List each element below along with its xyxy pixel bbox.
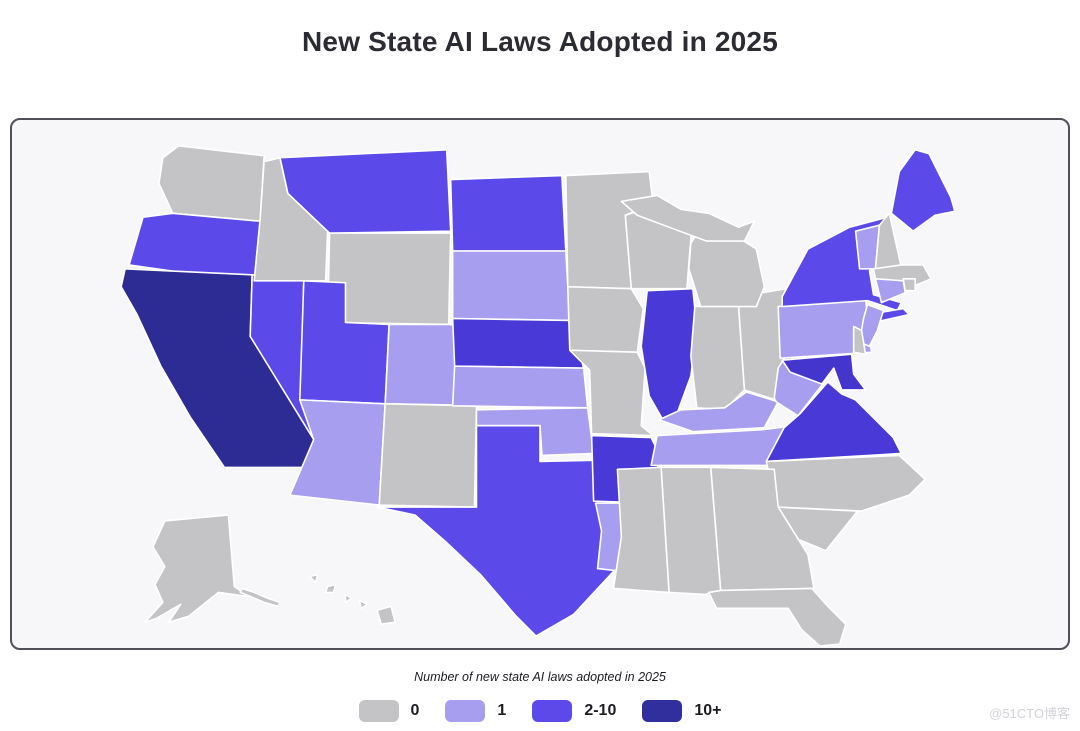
state-MD[interactable] (781, 353, 867, 391)
us-choropleth-map-panel (10, 118, 1070, 650)
state-HI-island-4[interactable] (358, 599, 369, 610)
legend-label-1: 1 (497, 702, 507, 719)
legend: 0 1 2-10 10+ (0, 700, 1080, 722)
legend-item-0: 0 (358, 700, 420, 722)
state-MS[interactable] (612, 466, 670, 594)
state-IL[interactable] (640, 287, 698, 425)
us-choropleth-map (120, 145, 956, 647)
legend-label-3: 10+ (694, 702, 722, 719)
legend-swatch-1 (445, 700, 486, 722)
state-FL[interactable] (707, 587, 847, 647)
state-MO[interactable] (568, 349, 654, 437)
state-CT[interactable] (874, 278, 907, 304)
state-WA[interactable] (158, 145, 265, 223)
state-NJ[interactable] (858, 303, 885, 348)
state-MT[interactable] (279, 148, 452, 234)
state-HI-island-2[interactable] (324, 583, 337, 594)
state-AK[interactable] (144, 514, 250, 623)
state-ND[interactable] (449, 174, 567, 252)
state-shapes (120, 145, 956, 647)
state-AZ[interactable] (289, 399, 386, 506)
state-IA[interactable] (566, 285, 645, 354)
state-NM[interactable] (378, 403, 478, 508)
watermark: @51CTO博客 (989, 706, 1070, 721)
state-KY[interactable] (658, 391, 779, 433)
legend-swatch-2 (532, 700, 573, 722)
legend-item-2: 2-10 (532, 700, 616, 722)
state-SD[interactable] (451, 250, 571, 322)
legend-item-1: 1 (445, 700, 506, 722)
state-VA[interactable] (765, 381, 903, 463)
state-IN[interactable] (690, 303, 746, 411)
page-title: New State AI Laws Adopted in 2025 (302, 26, 778, 57)
legend-caption: Number of new state AI laws adopted in 2… (414, 670, 666, 684)
state-MI-lower[interactable] (688, 230, 766, 308)
state-MI-upper[interactable] (620, 194, 756, 242)
state-NC[interactable] (765, 454, 926, 512)
state-AK-aleutians[interactable] (239, 587, 281, 608)
state-AL[interactable] (660, 466, 722, 596)
legend-swatch-3 (642, 700, 683, 722)
state-HI-island-3[interactable] (344, 593, 353, 604)
state-HI-island-1[interactable] (308, 573, 319, 584)
state-HI-island-5[interactable] (376, 605, 396, 625)
legend-item-3: 10+ (642, 700, 721, 722)
state-TX[interactable] (376, 424, 643, 637)
legend-label-2: 2-10 (584, 702, 617, 719)
legend-label-0: 0 (410, 702, 420, 719)
legend-swatch-0 (358, 700, 399, 722)
state-NE[interactable] (451, 317, 585, 369)
state-KS[interactable] (451, 365, 589, 409)
state-ME[interactable] (890, 148, 956, 232)
state-DE[interactable] (852, 325, 867, 356)
